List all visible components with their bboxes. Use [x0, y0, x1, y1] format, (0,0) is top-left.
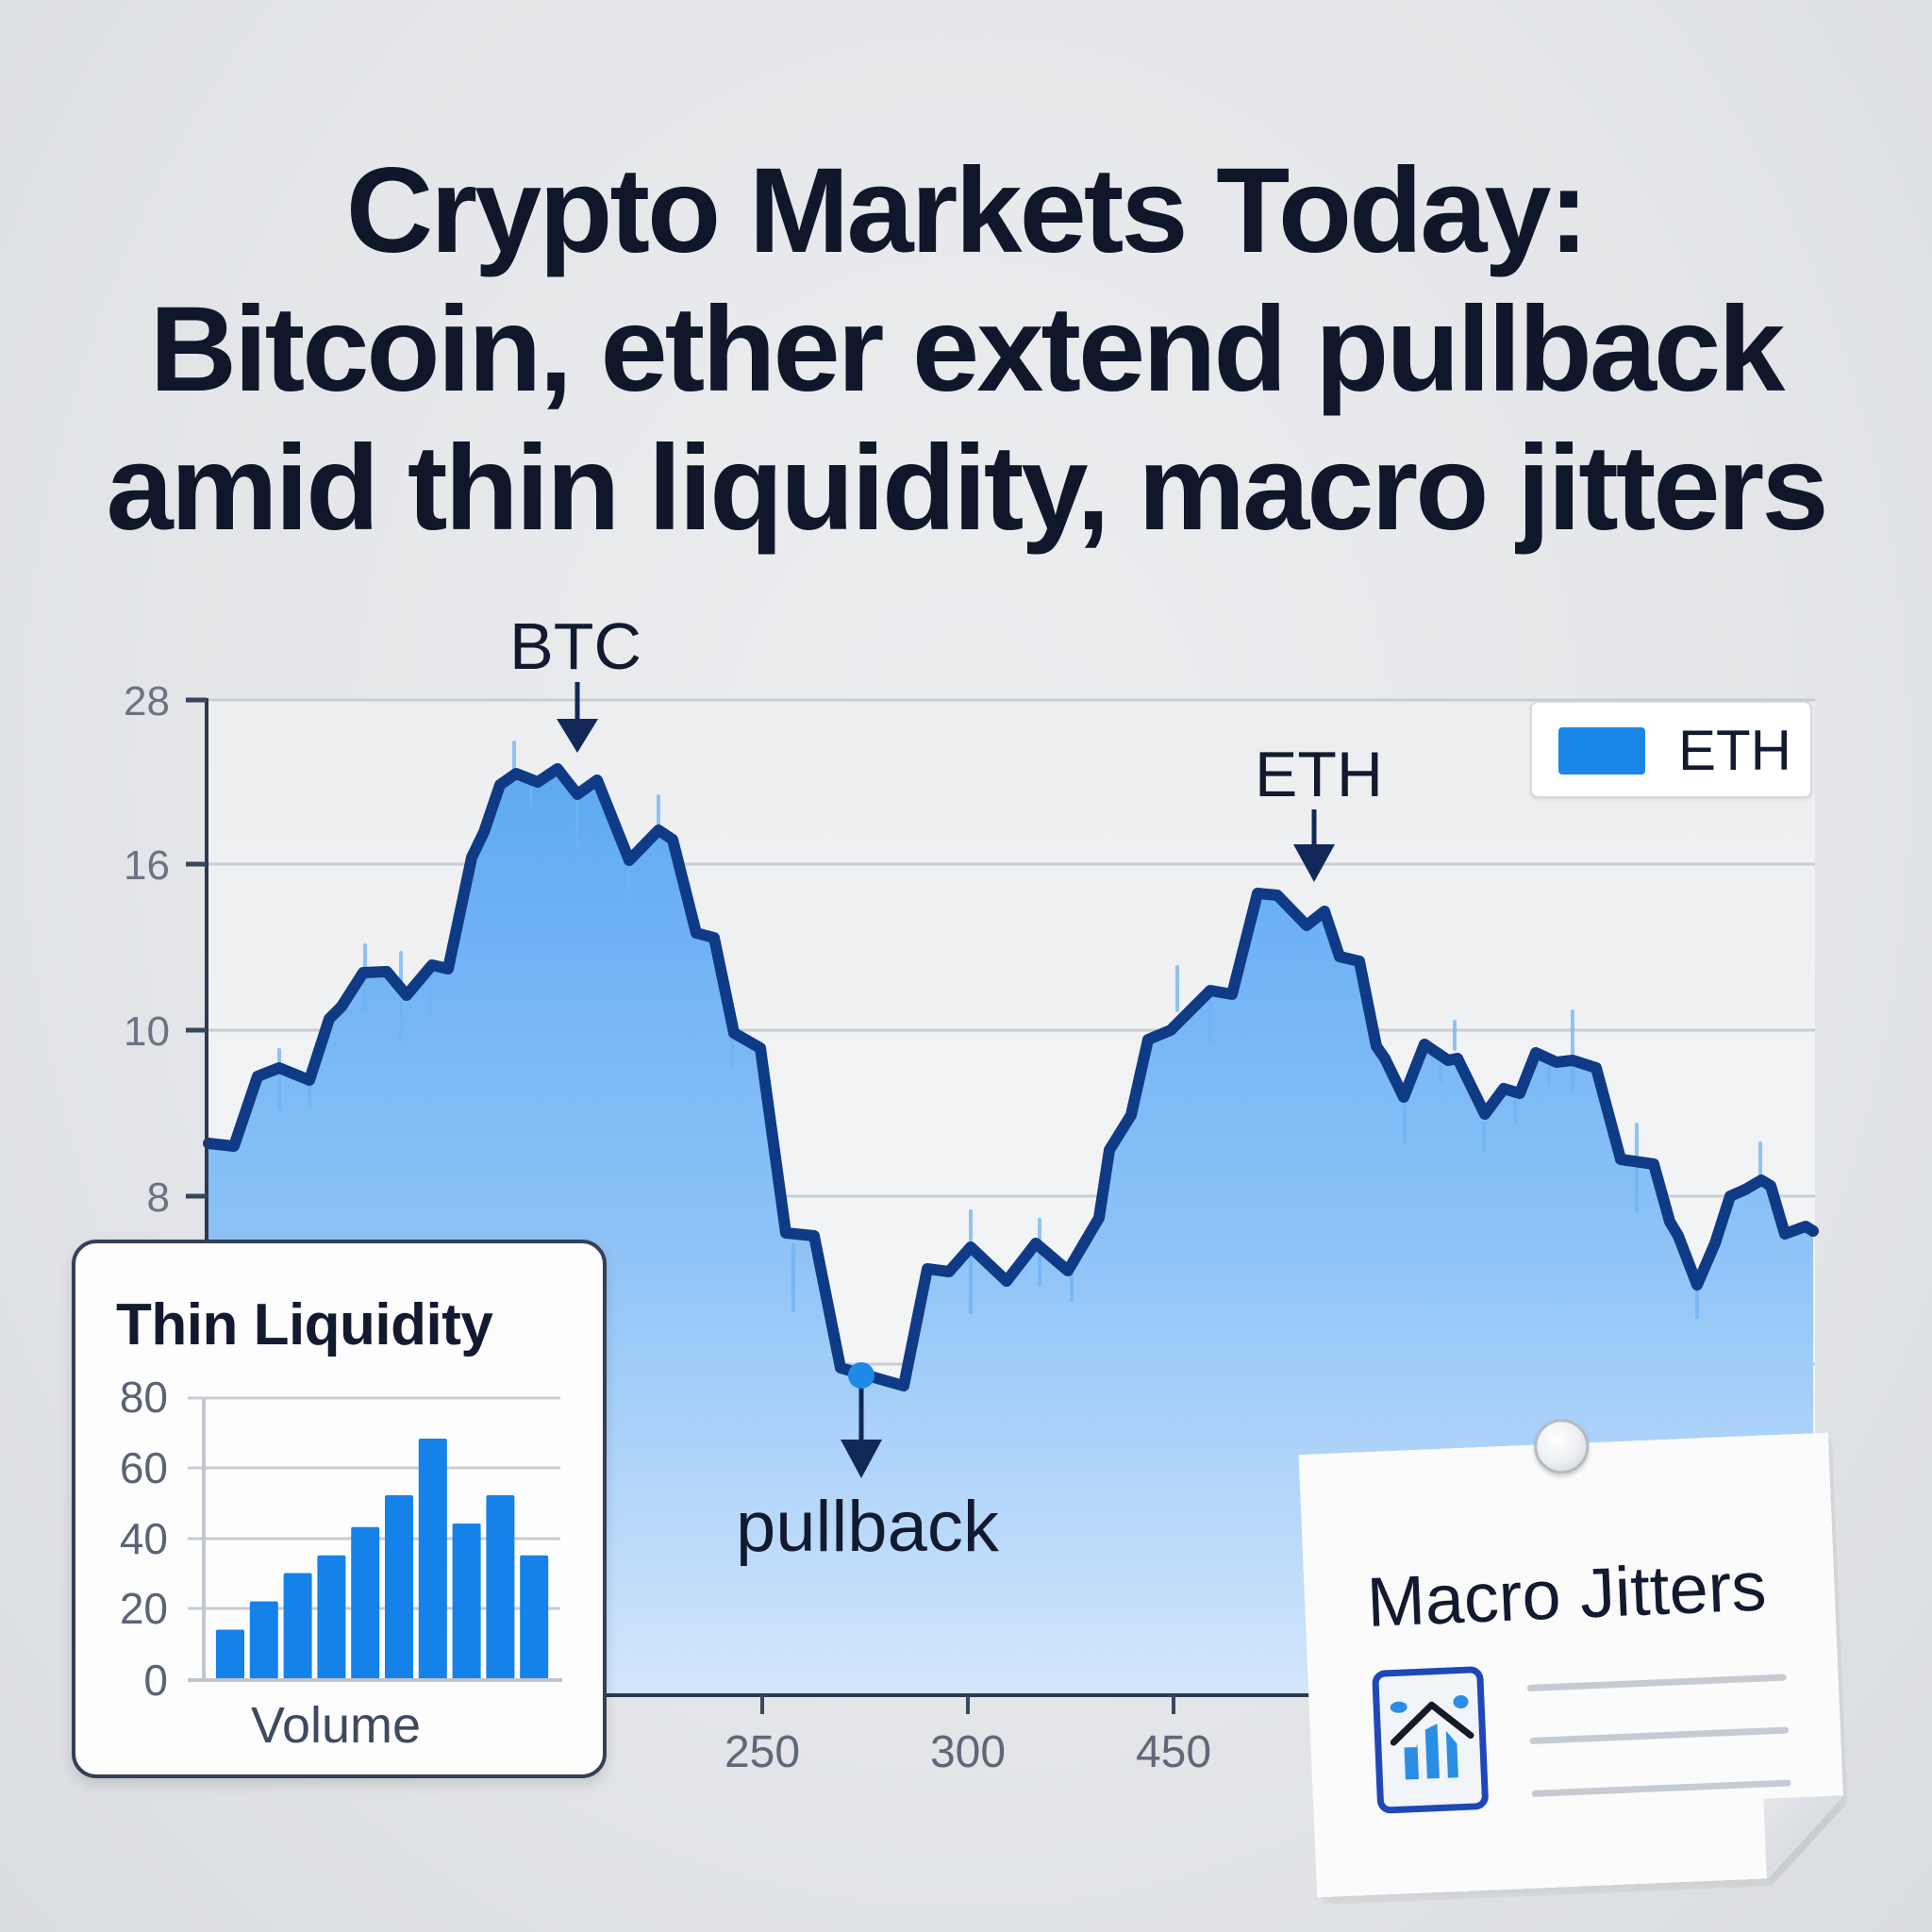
pullback-annotation-label: pullback: [736, 1487, 999, 1567]
legend-label-eth: ETH: [1678, 719, 1791, 782]
volume-y-label-40: 40: [119, 1514, 168, 1563]
btc-annotation-label: BTC: [509, 609, 641, 683]
btc-arrow-icon: [557, 682, 598, 753]
headline: Crypto Markets Today: Bitcoin, ether ext…: [0, 142, 1932, 558]
thin-liquidity-card[interactable]: Thin Liquidity: [72, 1240, 607, 1778]
eth-annotation-label: ETH: [1255, 739, 1383, 810]
headline-line-2: Bitcoin, ether extend pullback: [149, 282, 1786, 417]
y-tick-label-8: 8: [146, 1174, 170, 1221]
y-tick-label-16: 16: [124, 842, 170, 889]
headline-line-3: amid thin liquidity, macro jitters: [106, 421, 1829, 556]
candle-wicks: [277, 741, 1762, 1319]
eth-arrow-icon: [1293, 809, 1335, 882]
house-chart-icon: [1372, 1665, 1490, 1814]
volume-y-label-60: 60: [119, 1443, 168, 1492]
y-tick-label-10: 10: [124, 1008, 170, 1055]
volume-y-label-80: 80: [119, 1373, 168, 1422]
volume-y-label-0: 0: [143, 1656, 168, 1705]
y-tick-label-28: 28: [124, 678, 170, 724]
volume-x-label: Volume: [250, 1697, 422, 1754]
legend-swatch-eth: [1558, 727, 1645, 774]
eth-price-line: [203, 763, 1819, 1391]
volume-y-label-20: 20: [119, 1584, 168, 1633]
macro-jitters-title: Macro Jitters: [1365, 1546, 1768, 1642]
chart-legend[interactable]: ETH: [1530, 701, 1812, 798]
macro-jitters-note[interactable]: Macro Jitters: [1298, 1418, 1846, 1897]
headline-line-1: Crypto Markets Today:: [345, 143, 1589, 278]
pullback-marker-dot[interactable]: [848, 1362, 874, 1389]
y-axis-ticks: [186, 697, 207, 1199]
x-axis-ticks: [760, 1695, 1175, 1714]
x-tick-label-250: 250: [724, 1727, 801, 1777]
x-tick-label-300: 300: [929, 1727, 1007, 1777]
x-tick-label-450: 450: [1135, 1727, 1212, 1777]
thin-liquidity-title: Thin Liquidity: [116, 1292, 493, 1357]
